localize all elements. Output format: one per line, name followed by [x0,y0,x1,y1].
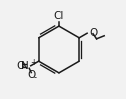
Text: -: - [34,73,37,82]
Text: O: O [17,61,25,71]
Text: N: N [21,61,29,71]
Text: O: O [27,70,35,80]
Text: +: + [30,58,36,67]
Text: O: O [89,28,97,38]
Text: Cl: Cl [54,10,64,20]
